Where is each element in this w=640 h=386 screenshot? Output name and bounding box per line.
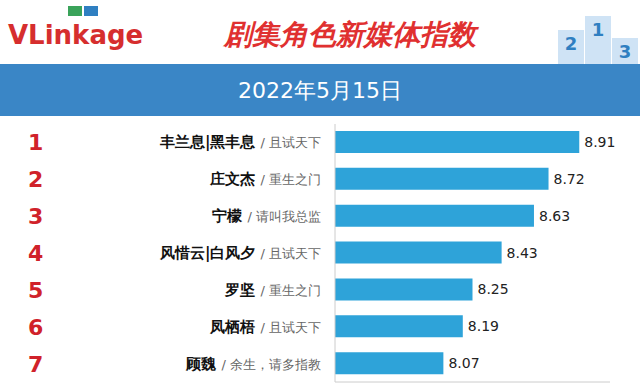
svg-text:剧集角色新媒体指数: 剧集角色新媒体指数: [222, 18, 480, 51]
svg-text:8.91: 8.91: [584, 134, 615, 150]
svg-text:8.25: 8.25: [478, 281, 509, 297]
svg-text:2: 2: [565, 33, 578, 54]
svg-text:5: 5: [28, 278, 43, 303]
svg-text:2: 2: [28, 167, 43, 192]
svg-text:罗坚/ 重生之门: 罗坚/ 重生之门: [224, 281, 321, 299]
svg-text:8.63: 8.63: [539, 208, 570, 224]
svg-text:8.07: 8.07: [448, 355, 479, 371]
svg-text:8.72: 8.72: [554, 171, 585, 187]
svg-text:8.19: 8.19: [468, 318, 499, 334]
svg-text:风惜云|白风夕/ 且试天下: 风惜云|白风夕/ 且试天下: [159, 244, 321, 263]
svg-text:1: 1: [28, 130, 43, 155]
svg-text:顾魏/ 余生，请多指教: 顾魏/ 余生，请多指教: [185, 355, 321, 373]
svg-text:7: 7: [28, 352, 43, 377]
svg-text:3: 3: [619, 41, 632, 62]
svg-text:6: 6: [28, 315, 43, 340]
svg-text:1: 1: [592, 19, 605, 40]
svg-text:庄文杰/ 重生之门: 庄文杰/ 重生之门: [209, 170, 321, 188]
svg-text:宁檬/ 请叫我总监: 宁檬/ 请叫我总监: [212, 207, 321, 225]
svg-text:VLinkage: VLinkage: [8, 20, 143, 50]
svg-text:8.43: 8.43: [507, 245, 538, 261]
svg-text:3: 3: [28, 204, 43, 229]
svg-text:2022年5月15日: 2022年5月15日: [238, 78, 402, 103]
svg-text:丰兰息|黑丰息/ 且试天下: 丰兰息|黑丰息/ 且试天下: [159, 133, 321, 152]
svg-text:4: 4: [28, 241, 43, 266]
svg-text:凤栖梧/ 且试天下: 凤栖梧/ 且试天下: [209, 318, 321, 336]
